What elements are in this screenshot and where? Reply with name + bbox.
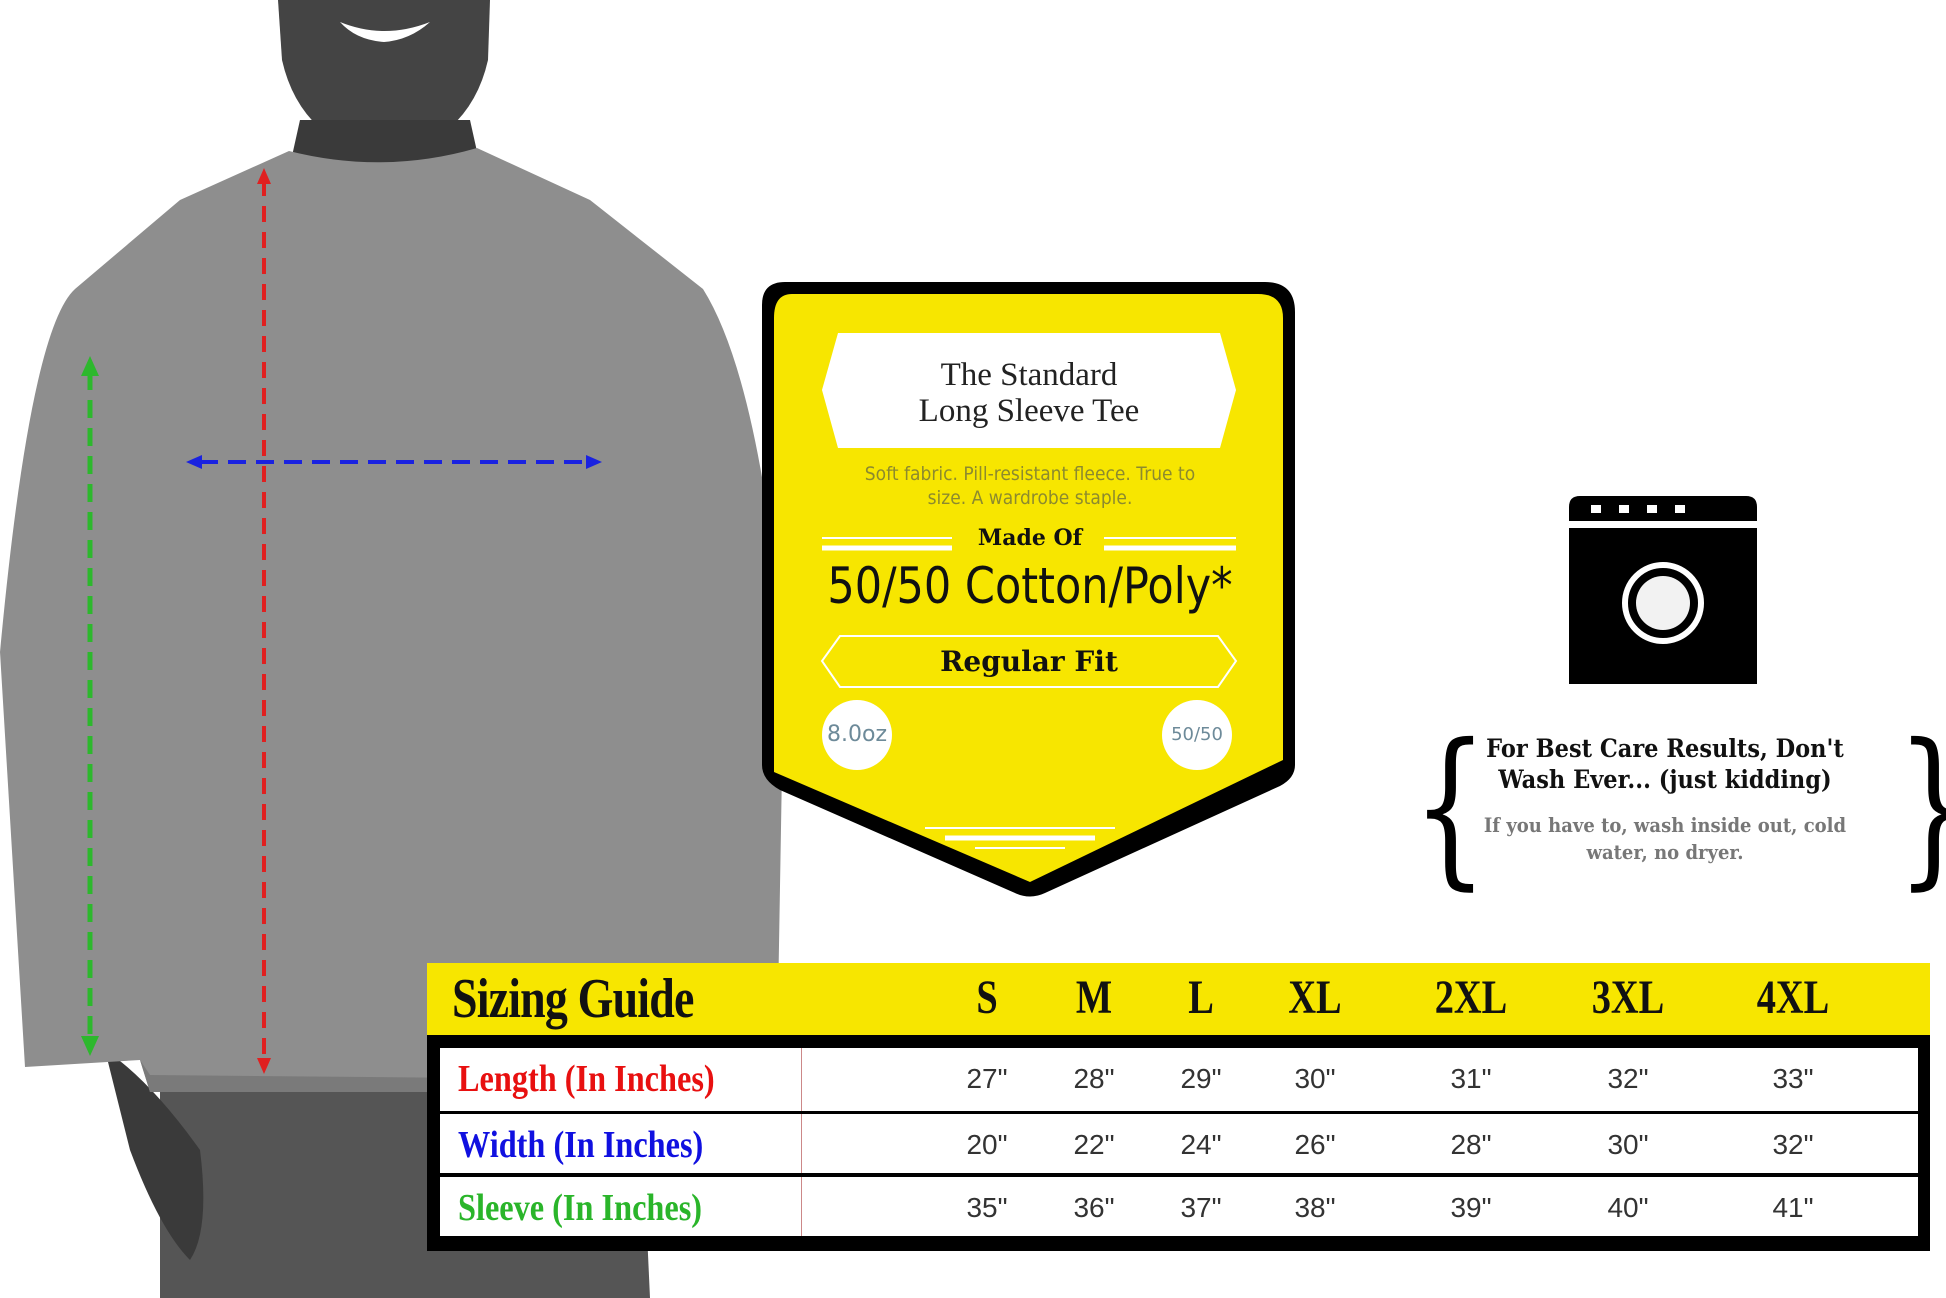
length-arrow-head xyxy=(257,168,271,184)
badge-description-line1: Soft fabric. Pill-resistant fleece. True… xyxy=(864,463,1196,485)
model-head xyxy=(278,0,490,165)
table-cell: 27" xyxy=(966,1063,1008,1094)
column-divider xyxy=(801,1114,802,1173)
blend-badge: 50/50 xyxy=(1162,700,1232,770)
model-hand-left xyxy=(105,1050,204,1260)
size-header-2xl: 2XL xyxy=(1434,971,1508,1024)
table-cell: 26" xyxy=(1294,1129,1336,1160)
weight-badge: 8.0oz xyxy=(822,700,892,770)
care-heading-line1: For Best Care Results, Don't xyxy=(1486,734,1844,763)
column-divider xyxy=(801,1177,802,1236)
model-shirt xyxy=(0,148,784,1092)
table-row xyxy=(440,1114,1918,1173)
table-cell: 20" xyxy=(966,1129,1008,1160)
table-cell: 29" xyxy=(1180,1063,1222,1094)
made-of-label: Made Of xyxy=(977,525,1083,551)
size-header-3xl: 3XL xyxy=(1591,971,1665,1024)
size-header-s: S xyxy=(976,971,998,1024)
sizing-table-header xyxy=(427,963,1930,1035)
table-cell: 39" xyxy=(1450,1192,1492,1223)
length-arrow-head xyxy=(257,1058,271,1074)
table-cell: 24" xyxy=(1180,1129,1222,1160)
care-heading-line2: Wash Ever... (just kidding) xyxy=(1498,765,1832,794)
table-cell: 32" xyxy=(1607,1063,1649,1094)
width-arrow-head xyxy=(186,455,202,469)
material-text: 50/50 Cotton/Poly* xyxy=(827,557,1233,615)
title-banner xyxy=(822,333,1236,448)
sleeve-arrow-head xyxy=(81,356,99,376)
badge-description-line2: size. A wardrobe staple. xyxy=(927,487,1133,509)
table-cell: 28" xyxy=(1450,1129,1492,1160)
sleeve-arrow-head xyxy=(81,1036,99,1056)
table-cell: 36" xyxy=(1073,1192,1115,1223)
width-arrow-head xyxy=(586,455,602,469)
row-label: Sleeve (In Inches) xyxy=(458,1187,703,1229)
left-brace: { xyxy=(1412,708,1488,906)
product-badge xyxy=(762,282,1295,897)
care-heading: For Best Care Results, Don't Wash Ever..… xyxy=(1445,733,1886,795)
table-row xyxy=(440,1048,1918,1111)
table-cell: 28" xyxy=(1073,1063,1115,1094)
table-cell: 38" xyxy=(1294,1192,1336,1223)
table-cell: 37" xyxy=(1180,1192,1222,1223)
badge-title-line1: The Standard xyxy=(940,357,1118,393)
washing-machine-icon xyxy=(1569,496,1757,684)
table-cell: 40" xyxy=(1607,1192,1649,1223)
badge-title-line2: Long Sleeve Tee xyxy=(918,393,1140,429)
row-label: Width (In Inches) xyxy=(458,1124,704,1166)
care-instructions: If you have to, wash inside out, cold wa… xyxy=(1445,812,1886,866)
size-header-4xl: 4XL xyxy=(1756,971,1830,1024)
fit-banner xyxy=(820,635,1238,688)
table-cell: 35" xyxy=(966,1192,1008,1223)
fit-label: Regular Fit xyxy=(940,645,1118,678)
table-cell: 41" xyxy=(1772,1192,1814,1223)
care-instructions-line2: water, no dryer. xyxy=(1586,840,1744,864)
row-label: Length (In Inches) xyxy=(458,1058,715,1100)
sizing-guide-title: Sizing Guide xyxy=(452,968,694,1030)
table-row xyxy=(440,1177,1918,1236)
table-cell: 22" xyxy=(1073,1129,1115,1160)
size-header-m: M xyxy=(1075,971,1113,1024)
table-cell: 30" xyxy=(1607,1129,1649,1160)
table-cell: 31" xyxy=(1450,1063,1492,1094)
size-header-xl: XL xyxy=(1288,971,1342,1024)
table-cell: 32" xyxy=(1772,1129,1814,1160)
size-header-l: L xyxy=(1188,971,1214,1024)
right-brace: } xyxy=(1896,722,1946,892)
care-instructions-line1: If you have to, wash inside out, cold xyxy=(1483,813,1847,837)
table-cell: 30" xyxy=(1294,1063,1336,1094)
column-divider xyxy=(801,1048,802,1111)
table-cell: 33" xyxy=(1772,1063,1814,1094)
